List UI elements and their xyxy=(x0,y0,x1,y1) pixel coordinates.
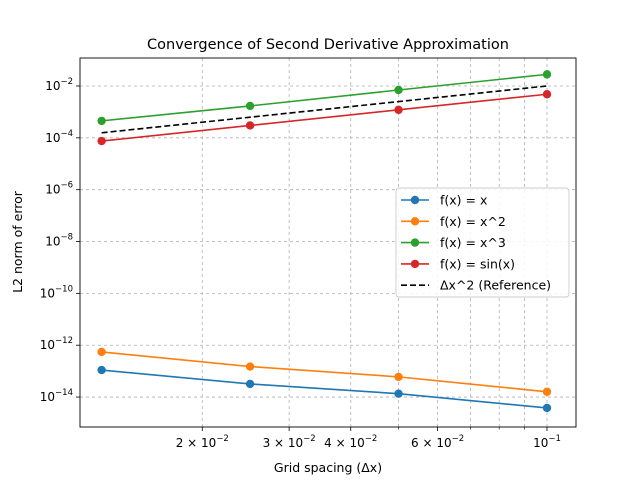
y-tick-label: 10−10 xyxy=(40,284,73,300)
x-tick-label: 10−1 xyxy=(533,434,561,450)
y-tick-label: 10−14 xyxy=(40,388,73,404)
legend-label: f(x) = x^2 xyxy=(440,214,506,229)
y-tick-label: 10−2 xyxy=(45,77,73,93)
series-line-1 xyxy=(101,351,548,393)
series-line-0 xyxy=(101,369,548,409)
data-point xyxy=(245,121,255,130)
data-point xyxy=(394,389,403,398)
legend-label: f(x) = sin(x) xyxy=(440,256,515,271)
data-point xyxy=(542,90,552,99)
y-tick-label: 10−6 xyxy=(45,181,73,197)
legend-marker xyxy=(410,259,420,269)
legend-marker xyxy=(410,238,420,247)
data-point xyxy=(97,365,106,375)
data-point xyxy=(245,362,255,371)
y-tick-label: 10−8 xyxy=(45,233,73,249)
axis-ticks: 10−14 10−12 10−10 10−8 10−6 10−4 10−2 2 × 10−2 3… xyxy=(40,77,561,450)
data-point xyxy=(394,372,403,382)
x-tick-label: 4 × 10−2 xyxy=(324,434,377,450)
data-point xyxy=(97,136,106,146)
data-point xyxy=(542,387,552,396)
grid-lines xyxy=(80,58,576,427)
y-tick-label: 10−4 xyxy=(45,129,73,145)
chart-title: Convergence of Second Derivative Approxi… xyxy=(147,37,509,53)
series-line-3 xyxy=(101,93,548,142)
legend-label: f(x) = x xyxy=(440,193,487,208)
legend-box xyxy=(395,187,570,298)
series-layer xyxy=(97,70,552,413)
data-point xyxy=(394,105,403,115)
plot-frame xyxy=(79,57,577,428)
x-tick-label: 2 × 10−2 xyxy=(176,434,229,450)
x-tick-label: 3 × 10−2 xyxy=(263,434,316,450)
legend-label: f(x) = x^3 xyxy=(440,235,506,250)
data-point xyxy=(542,70,552,79)
data-point xyxy=(542,403,552,413)
data-point xyxy=(394,85,403,95)
legend-label: Δx^2 (Reference) xyxy=(440,278,551,293)
data-point xyxy=(97,347,106,357)
series-line-2 xyxy=(101,73,548,122)
x-tick-label: 6 × 10−2 xyxy=(411,434,464,450)
data-point xyxy=(245,379,255,389)
x-axis-label: Grid spacing (Δx) xyxy=(274,460,382,475)
data-point xyxy=(245,101,255,111)
legend-marker xyxy=(410,217,420,226)
data-point xyxy=(97,116,106,126)
y-axis-label: L2 norm of error xyxy=(10,190,25,293)
y-tick-label: 10−12 xyxy=(40,336,73,352)
legend-marker xyxy=(410,195,420,205)
series-line-4 xyxy=(101,85,548,134)
legend: f(x) = x f(x) = x^2 f(x) = x^3 f(x) = sin(x… xyxy=(395,187,570,298)
